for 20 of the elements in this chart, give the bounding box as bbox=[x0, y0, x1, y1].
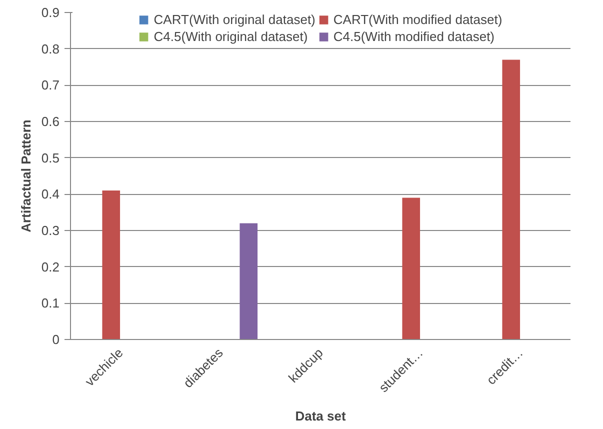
y-tick-label: 0.2 bbox=[41, 259, 60, 274]
y-tick-label: 0.9 bbox=[41, 5, 60, 20]
y-tick-label: 0.5 bbox=[41, 150, 60, 166]
bar bbox=[502, 60, 520, 340]
y-tick-label: 0.7 bbox=[41, 78, 60, 93]
x-axis-title: Data set bbox=[295, 408, 346, 424]
y-tick-label: 0.6 bbox=[41, 114, 60, 129]
legend-label: CART(With original dataset) bbox=[154, 12, 316, 27]
legend-label: C4.5(With modified dataset) bbox=[333, 29, 495, 44]
bar bbox=[102, 190, 120, 340]
legend-label: C4.5(With original dataset) bbox=[154, 29, 308, 44]
y-tick-label: 0.3 bbox=[41, 223, 60, 238]
bar bbox=[402, 198, 420, 340]
y-tick-label: 0 bbox=[52, 332, 60, 347]
bar bbox=[240, 223, 258, 340]
y-axis-title: Artifactual Pattern bbox=[18, 120, 34, 232]
y-tick-label: 0.4 bbox=[41, 186, 60, 202]
legend-label: CART(With modified dataset) bbox=[333, 12, 502, 27]
y-tick-label: 0.1 bbox=[41, 296, 60, 311]
y-tick-label: 0.8 bbox=[41, 41, 60, 56]
